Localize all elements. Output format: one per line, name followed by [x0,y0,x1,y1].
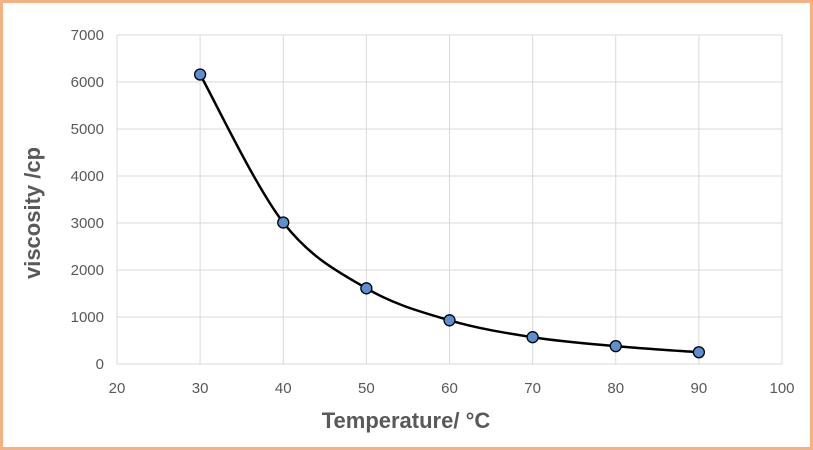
x-tick-label: 40 [275,380,292,397]
x-tick-label: 100 [769,380,794,397]
data-point [609,339,622,353]
x-tick-label: 70 [524,380,541,397]
data-point [692,346,706,359]
x-tick-label: 20 [109,380,126,397]
x-tick-labels: 20 30 40 50 60 70 80 90 100 [109,380,795,397]
y-tick-labels: 0 1000 2000 3000 4000 5000 6000 7000 [71,27,104,373]
y-tick-label: 6000 [71,74,104,91]
data-point [360,282,373,295]
data-point [526,331,539,344]
y-tick-label: 3000 [71,215,104,232]
data-points [193,68,706,359]
y-tick-label: 5000 [71,121,104,138]
y-tick-label: 2000 [71,262,104,279]
y-axis-title: viscosity /cp [20,147,45,279]
data-point [193,68,207,81]
x-axis-title: Temperature/ °C [322,408,491,433]
y-tick-label: 1000 [71,309,104,326]
data-point [277,216,290,229]
y-tick-label: 0 [96,356,104,373]
x-tick-label: 80 [607,380,624,397]
y-tick-label: 7000 [71,27,104,44]
grid-lines [116,34,783,365]
x-tick-label: 30 [192,380,209,397]
data-point [443,314,456,327]
y-tick-label: 4000 [71,168,104,185]
x-tick-label: 50 [358,380,375,397]
x-tick-label: 90 [691,380,708,397]
x-tick-label: 60 [441,380,458,397]
